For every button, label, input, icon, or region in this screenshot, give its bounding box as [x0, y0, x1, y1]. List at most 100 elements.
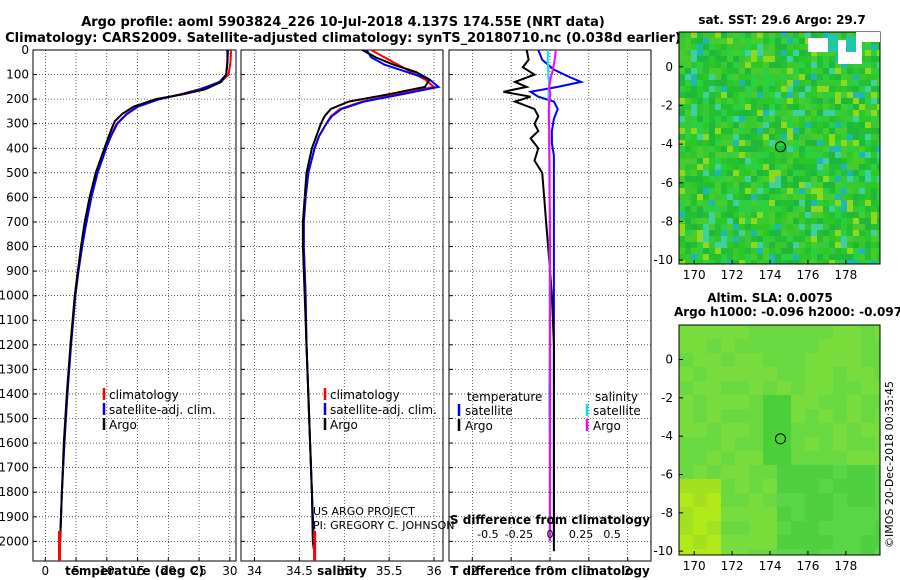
map-field-cell	[819, 549, 833, 555]
map-field-cell	[775, 50, 781, 56]
map-field-cell	[859, 200, 865, 206]
map-field-cell	[709, 188, 715, 194]
map-field-cell	[865, 242, 871, 248]
map-field-cell	[685, 152, 691, 158]
map-field-cell	[871, 92, 877, 98]
map-field-cell	[763, 38, 769, 44]
map-field-cell	[679, 521, 693, 535]
map-field-cell	[735, 423, 749, 437]
map-field-cell	[805, 80, 811, 86]
map-field-cell	[697, 32, 703, 38]
map-field-cell	[799, 122, 805, 128]
map-field-cell	[739, 176, 745, 182]
map-field-cell	[679, 152, 685, 158]
map-field-cell	[721, 381, 735, 395]
map-field-cell	[769, 146, 775, 152]
map-field-cell	[739, 146, 745, 152]
map-field-cell	[805, 242, 811, 248]
map-field-cell	[685, 98, 691, 104]
map-field-cell	[697, 230, 703, 236]
map-field-cell	[733, 236, 739, 242]
map-x-tick-label: 176	[796, 268, 819, 282]
map-field-cell	[787, 158, 793, 164]
map-field-cell	[775, 62, 781, 68]
map-field-cell	[757, 170, 763, 176]
map-field-cell	[859, 182, 865, 188]
map-field-cell	[679, 339, 693, 353]
map-field-cell	[685, 236, 691, 242]
map-field-cell	[715, 110, 721, 116]
x-tick-label: 0	[546, 564, 554, 578]
map-field-cell	[853, 182, 859, 188]
map-field-cell	[793, 248, 799, 254]
map-field-cell	[823, 128, 829, 134]
map-field-cell	[739, 182, 745, 188]
map-field-cell	[841, 116, 847, 122]
map-field-cell	[833, 325, 847, 339]
map-field-cell	[791, 493, 805, 507]
map-field-cell	[739, 200, 745, 206]
map-field-cell	[763, 353, 777, 367]
map-field-cell	[777, 381, 791, 395]
map-field-cell	[769, 74, 775, 80]
map-field-cell	[709, 50, 715, 56]
map-field-cell	[871, 200, 877, 206]
map-field-cell	[805, 549, 819, 555]
map-field-cell	[751, 164, 757, 170]
map-field-cell	[769, 32, 775, 38]
map-field-cell	[721, 164, 727, 170]
map-field-cell	[777, 493, 791, 507]
map-field-cell	[847, 188, 853, 194]
map-field-cell	[769, 122, 775, 128]
map-field-cell	[835, 92, 841, 98]
map-field-cell	[847, 465, 861, 479]
map-field-cell	[877, 50, 880, 56]
map-field-cell	[859, 68, 865, 74]
map-field-cell	[781, 116, 787, 122]
map-field-cell	[817, 152, 823, 158]
map-field-cell	[777, 409, 791, 423]
map-field-cell	[709, 176, 715, 182]
map-field-cell	[749, 479, 763, 493]
map-field-cell	[775, 188, 781, 194]
map-field-cell	[777, 451, 791, 465]
map-field-cell	[819, 339, 833, 353]
map-field-cell	[679, 68, 685, 74]
depth-tick-label: 1600	[0, 436, 29, 450]
map-x-tick-label: 172	[721, 559, 744, 573]
map-field-cell	[877, 176, 880, 182]
map-field-cell	[823, 176, 829, 182]
map-field-cell	[799, 212, 805, 218]
map-field-cell	[679, 176, 685, 182]
map-field-cell	[721, 437, 735, 451]
x-tick-label: 20	[161, 564, 176, 578]
map-field-cell	[853, 200, 859, 206]
map-field-cell	[727, 128, 733, 134]
map-field-cell	[739, 86, 745, 92]
map-field-cell	[805, 158, 811, 164]
map-field-cell	[775, 134, 781, 140]
depth-tick-label: 500	[6, 166, 29, 180]
map-field-cell	[715, 206, 721, 212]
map-field-cell	[769, 134, 775, 140]
map-field-cell	[819, 423, 833, 437]
map-field-cell	[679, 140, 685, 146]
map-field-cell	[775, 230, 781, 236]
map-field-cell	[817, 98, 823, 104]
map-field-cell	[721, 218, 727, 224]
map-field-cell	[763, 188, 769, 194]
map-field-cell	[769, 62, 775, 68]
map-field-cell	[835, 242, 841, 248]
map-field-cell	[819, 465, 833, 479]
map-field-cell	[781, 128, 787, 134]
map-field-cell	[769, 38, 775, 44]
map-field-cell	[691, 146, 697, 152]
map-field-cell	[819, 451, 833, 465]
map-field-cell	[715, 62, 721, 68]
map-field-cell	[847, 182, 853, 188]
map-field-cell	[715, 236, 721, 242]
legend-label: climatology	[109, 388, 179, 402]
map-field-cell	[685, 122, 691, 128]
map-field-cell	[775, 242, 781, 248]
map-field-cell	[875, 395, 880, 409]
